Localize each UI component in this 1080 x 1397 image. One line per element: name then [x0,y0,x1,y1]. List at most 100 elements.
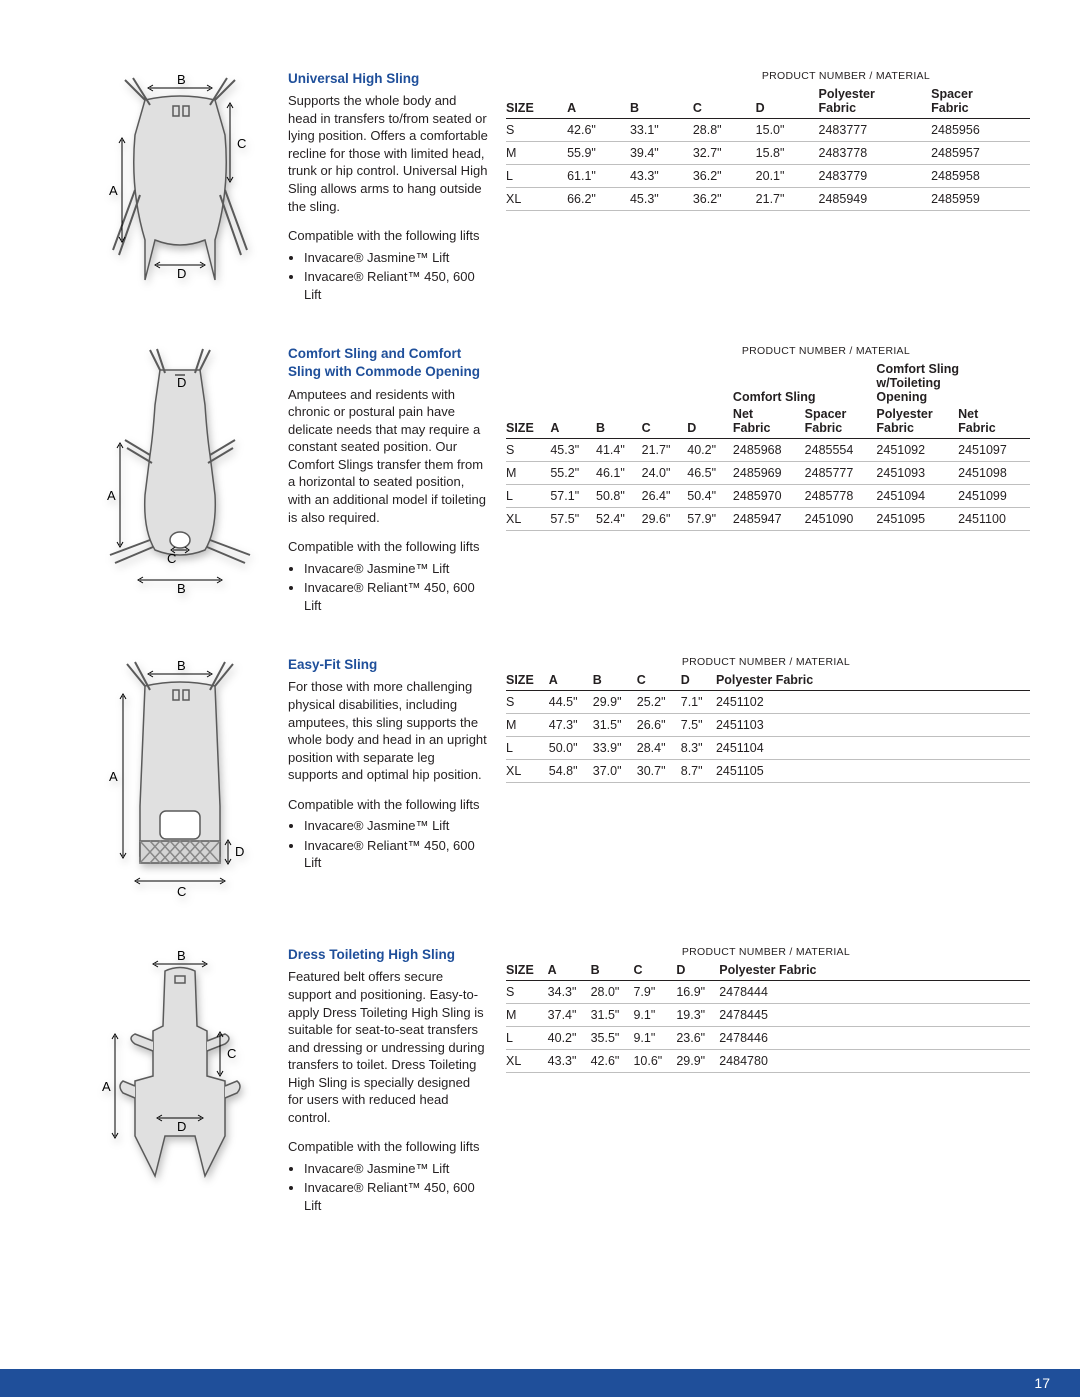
cell: 42.6" [567,119,630,142]
cell: 2485947 [733,508,805,531]
compat-label: Compatible with the following lifts [288,538,488,556]
svg-text:A: A [109,183,118,198]
cell: 2485554 [805,439,877,462]
cell: 25.2" [637,691,681,714]
cell: 46.1" [596,462,642,485]
cell: 15.0" [756,119,819,142]
table-dress-toileting: PRODUCT NUMBER / MATERIAL SIZE A B C D P… [506,946,1030,1073]
th: D [687,404,733,439]
cell: 2478445 [719,1004,846,1027]
cell: 57.5" [550,508,596,531]
table-row: L57.1"50.8"26.4"50.4"2485970248577824510… [506,485,1030,508]
product-header: PRODUCT NUMBER / MATERIAL [506,345,1030,357]
group-header: Comfort Sling [733,359,877,404]
lift-item: Invacare® Reliant™ 450, 600 Lift [304,837,488,872]
table-row: M55.2"46.1"24.0"46.5"2485969248577724510… [506,462,1030,485]
cell: 36.2" [693,165,756,188]
cell: 2485970 [733,485,805,508]
cell: 2451093 [876,462,958,485]
cell: 43.3" [548,1050,591,1073]
cell: 7.5" [681,714,716,737]
th: SpacerFabric [931,84,1030,119]
th-size: SIZE [506,670,549,691]
compat-label: Compatible with the following lifts [288,796,488,814]
cell: 61.1" [567,165,630,188]
table-row: L40.2"35.5"9.1"23.6"2478446 [506,1027,1030,1050]
svg-text:D: D [235,844,244,859]
lift-item: Invacare® Jasmine™ Lift [304,560,488,578]
cell: M [506,1004,548,1027]
cell: 10.6" [633,1050,676,1073]
svg-text:C: C [227,1046,236,1061]
cell: M [506,462,550,485]
th: C [693,84,756,119]
table-row: S44.5"29.9"25.2"7.1"2451102 [506,691,1030,714]
svg-text:D: D [177,375,186,390]
cell: 20.1" [756,165,819,188]
cell: 50.4" [687,485,733,508]
th: C [633,960,676,981]
cell: 35.5" [591,1027,634,1050]
th: B [596,404,642,439]
cell: 2451100 [958,508,1030,531]
cell: 24.0" [642,462,688,485]
diagram-comfort: A B C D [90,345,270,595]
cell: 2485777 [805,462,877,485]
cell: M [506,142,567,165]
page-number: 17 [1034,1375,1050,1391]
th: D [756,84,819,119]
cell: 37.0" [593,760,637,783]
cell: 2451092 [876,439,958,462]
table-row: M47.3"31.5"26.6"7.5"2451103 [506,714,1030,737]
table-row: L61.1"43.3"36.2"20.1"24837792485958 [506,165,1030,188]
desc-comfort: Comfort Sling and Comfort Sling with Com… [288,345,488,616]
desc-dress-toileting: Dress Toileting High Sling Featured belt… [288,946,488,1216]
cell: 2485949 [819,188,932,211]
lift-list: Invacare® Jasmine™ Lift Invacare® Relian… [288,249,488,304]
th: D [681,670,716,691]
th: Polyester Fabric [719,960,846,981]
cell: 2485958 [931,165,1030,188]
th: NetFabric [958,404,1030,439]
lift-item: Invacare® Reliant™ 450, 600 Lift [304,1179,488,1214]
cell: 2451102 [716,691,847,714]
compat-label: Compatible with the following lifts [288,227,488,245]
cell: 2451094 [876,485,958,508]
th: NetFabric [733,404,805,439]
cell: 41.4" [596,439,642,462]
section-body: Featured belt offers secure support and … [288,968,488,1126]
cell: 32.7" [693,142,756,165]
section-body: Supports the whole body and head in tran… [288,92,488,215]
cell: 40.2" [548,1027,591,1050]
spec-table: SIZE A B C D Polyester Fabric S34.3"28.0… [506,960,1030,1073]
th: A [550,404,596,439]
cell: 2451104 [716,737,847,760]
th: A [549,670,593,691]
section-easy-fit: A B C D Easy-Fit Sling For those with mo… [90,656,1030,906]
table-row: XL43.3"42.6"10.6"29.9"2484780 [506,1050,1030,1073]
cell: 21.7" [756,188,819,211]
section-dress-toileting: A B C D Dress Toileting High Sling Featu… [90,946,1030,1216]
th-size: SIZE [506,404,550,439]
cell: 46.5" [687,462,733,485]
cell: 15.8" [756,142,819,165]
cell: 7.1" [681,691,716,714]
svg-text:C: C [167,551,176,566]
svg-text:A: A [102,1079,111,1094]
cell: 7.9" [633,981,676,1004]
tbody-2: S44.5"29.9"25.2"7.1"2451102M47.3"31.5"26… [506,691,1030,783]
cell: 26.4" [642,485,688,508]
section-title: Universal High Sling [288,70,488,88]
th-size: SIZE [506,960,548,981]
th: B [591,960,634,981]
th: D [676,960,719,981]
th: C [642,404,688,439]
cell: 2451097 [958,439,1030,462]
tbody-0: S42.6"33.1"28.8"15.0"24837772485956M55.9… [506,119,1030,211]
section-title: Dress Toileting High Sling [288,946,488,964]
svg-text:D: D [177,266,186,281]
cell: 36.2" [693,188,756,211]
lift-list: Invacare® Jasmine™ Lift Invacare® Relian… [288,817,488,872]
cell: S [506,691,549,714]
cell: 31.5" [593,714,637,737]
